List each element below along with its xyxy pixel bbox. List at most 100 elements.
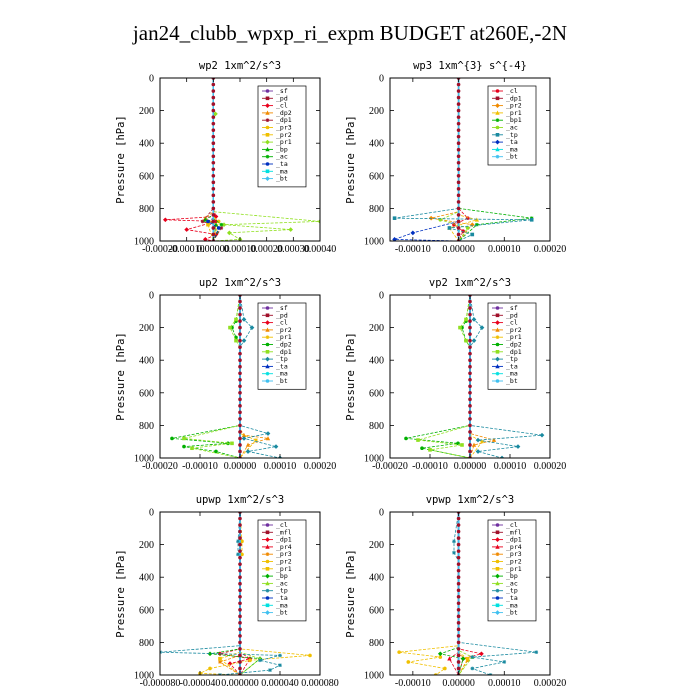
marker: [495, 89, 500, 93]
legend-item: _cl: [492, 521, 518, 529]
legend-item: _ta: [492, 138, 518, 146]
legend-item: _tp: [492, 131, 518, 139]
legend-label: _bt: [276, 175, 288, 183]
marker: [495, 125, 500, 130]
legend-label: _pr2: [276, 326, 292, 334]
marker: [162, 217, 168, 223]
legend-item: _pd: [262, 94, 288, 102]
marker: [470, 232, 475, 237]
marker: [495, 552, 500, 556]
marker: [265, 596, 270, 600]
legend-label: _ma: [506, 145, 518, 153]
panel-3: up2 1xm^2/s^3 Pressure [hPa] 0 200 400 600 800…: [115, 277, 336, 472]
legend-item: _bp1: [492, 116, 522, 124]
marker: [456, 108, 461, 113]
marker: [190, 446, 194, 451]
marker: [265, 306, 270, 310]
marker: [470, 655, 475, 659]
marker: [211, 160, 216, 165]
marker: [456, 219, 461, 224]
legend-label: _bt: [506, 377, 518, 385]
series-line-dp1: [417, 295, 471, 458]
marker: [238, 601, 242, 606]
marker: [308, 653, 312, 658]
legend-item: _ma: [492, 145, 518, 153]
marker: [288, 227, 294, 232]
marker: [456, 180, 461, 185]
marker: [265, 573, 270, 579]
marker: [245, 449, 251, 454]
marker: [456, 121, 461, 126]
marker: [495, 133, 500, 137]
panel-title: wp3 1xm^{3} s^{-4}: [413, 60, 527, 72]
legend-label: _dp2: [506, 341, 522, 349]
series-line-pr2: [239, 295, 269, 458]
marker: [211, 128, 216, 132]
marker: [254, 438, 258, 442]
legend-label: _pd: [506, 311, 518, 319]
panel-title: wp2 1xm^2/s^3: [199, 60, 281, 72]
marker: [230, 441, 234, 446]
legend-label: _pr3: [276, 124, 292, 132]
marker: [456, 441, 460, 446]
marker: [265, 162, 270, 166]
legend-item: _pr1: [262, 333, 292, 341]
marker: [219, 226, 224, 230]
marker: [211, 89, 216, 93]
marker: [458, 325, 462, 330]
marker: [207, 651, 213, 657]
panel-title: vp2 1xm^2/s^3: [429, 277, 511, 289]
marker: [495, 335, 500, 339]
legend: _cl_mfl_dp1_pr4_pr3_pr2_pr1_bp_ac_tp_ta_…: [487, 519, 537, 622]
marker: [238, 536, 242, 540]
marker: [211, 187, 216, 191]
marker: [495, 342, 500, 347]
legend-item: _pr2: [262, 131, 292, 139]
marker: [479, 651, 484, 657]
marker: [456, 200, 461, 204]
y-tick-label: 800: [369, 204, 384, 215]
legend-item: _cl: [262, 319, 288, 327]
legend-item: _bt: [492, 153, 518, 161]
marker: [495, 530, 500, 535]
legend-label: _bp: [276, 145, 288, 153]
marker: [238, 345, 242, 349]
marker: [456, 82, 461, 87]
marker: [406, 660, 411, 664]
marker: [456, 141, 461, 145]
y-tick-label: 200: [369, 540, 384, 551]
marker: [238, 306, 242, 310]
marker: [495, 610, 500, 615]
x-tick-label: 0.00010: [488, 244, 521, 255]
marker: [495, 596, 500, 600]
marker: [213, 219, 219, 224]
marker: [238, 666, 242, 671]
marker: [495, 603, 500, 608]
marker: [265, 313, 270, 318]
marker: [265, 610, 270, 615]
marker: [211, 174, 216, 178]
legend-item: _tp: [492, 587, 518, 595]
marker: [238, 423, 242, 428]
legend-item: _cl: [492, 319, 518, 327]
marker: [249, 325, 255, 330]
y-tick-label: 1000: [134, 237, 154, 248]
marker: [495, 110, 500, 115]
legend-label: _pr2: [506, 326, 522, 334]
panel-title: upwp 1xm^2/s^3: [196, 494, 285, 506]
series-line-dp2: [405, 295, 471, 458]
marker: [465, 226, 470, 230]
marker: [214, 449, 218, 454]
y-axis-label: Pressure [hPa]: [115, 332, 127, 421]
y-tick-label: 400: [139, 573, 154, 584]
y-tick-label: 200: [369, 106, 384, 117]
marker: [234, 317, 238, 322]
marker: [495, 350, 500, 354]
marker: [410, 230, 416, 236]
marker: [265, 552, 270, 556]
marker: [495, 118, 500, 122]
legend-label: _dp1: [276, 116, 292, 124]
marker: [471, 338, 477, 343]
legend-label: _cl: [506, 87, 518, 95]
marker: [238, 621, 242, 625]
